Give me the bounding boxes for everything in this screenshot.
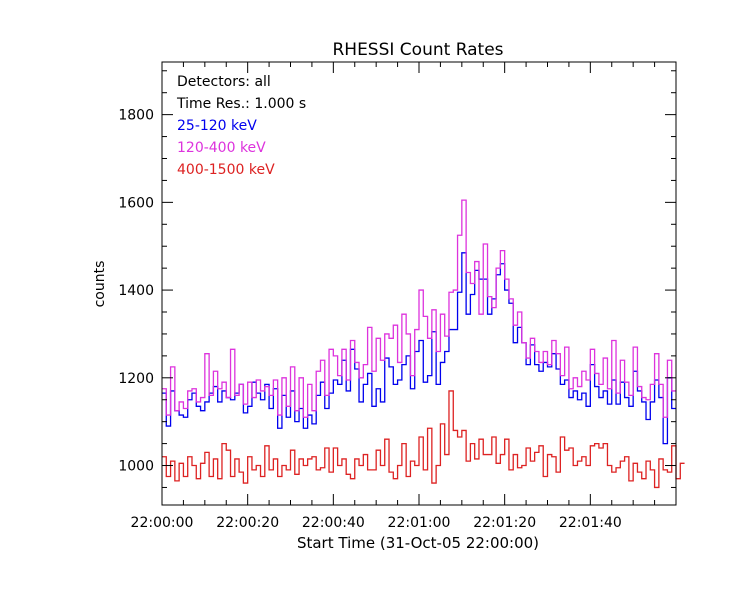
x-tick-label: 22:01:40	[559, 515, 622, 531]
legend-entry-400-1500: 400-1500 keV	[177, 162, 275, 178]
series-line-2	[162, 199, 676, 418]
x-axis-label: Start Time (31-Oct-05 22:00:00)	[297, 534, 539, 552]
legend-entry-25-120: 25-120 keV	[177, 118, 257, 134]
series-layer	[162, 199, 685, 489]
y-tick-label: 1400	[118, 283, 154, 299]
x-tick-label: 22:01:20	[473, 515, 536, 531]
series-line-3	[162, 390, 685, 489]
chart-title: RHESSI Count Rates	[332, 40, 503, 60]
annotation-detectors: Detectors: all	[177, 74, 271, 90]
y-tick-label: 1800	[118, 108, 154, 124]
x-tick-label: 22:00:20	[216, 515, 279, 531]
y-tick-label: 1600	[118, 195, 154, 211]
y-tick-label: 1200	[118, 371, 154, 387]
series-line-1	[162, 252, 676, 445]
y-tick-label: 1000	[118, 459, 154, 475]
legend-entry-120-400: 120-400 keV	[177, 140, 266, 156]
x-tick-label: 22:00:40	[302, 515, 365, 531]
tick-layer: 1000 1200 1400 1600 1800 22:00:00 22:00:20 22:0…	[118, 62, 676, 531]
annotation-time-resolution: Time Res.: 1.000 s	[176, 96, 306, 112]
y-axis-label: counts	[92, 261, 108, 308]
x-tick-label: 22:00:00	[131, 515, 194, 531]
x-tick-label: 22:01:00	[388, 515, 451, 531]
